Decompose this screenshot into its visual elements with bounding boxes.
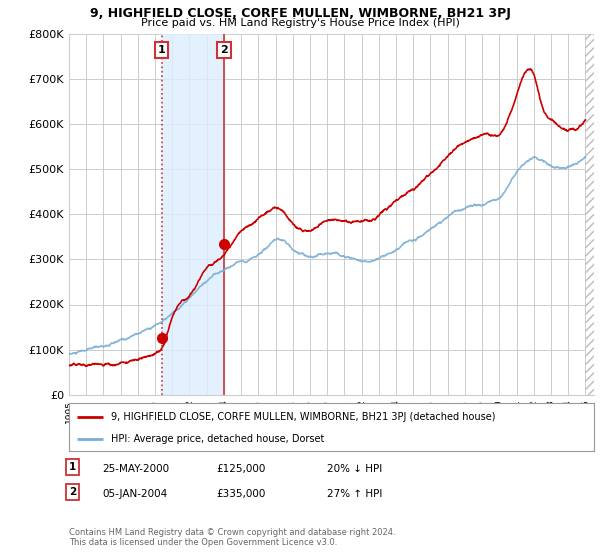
Text: 1: 1: [158, 45, 166, 55]
Bar: [586, 34, 594, 395]
Text: 2: 2: [220, 45, 228, 55]
Bar: [161, 34, 224, 395]
Text: Contains HM Land Registry data © Crown copyright and database right 2024.: Contains HM Land Registry data © Crown c…: [69, 528, 395, 536]
Text: 1: 1: [69, 462, 76, 472]
Text: 25-MAY-2000: 25-MAY-2000: [102, 464, 169, 474]
Text: 9, HIGHFIELD CLOSE, CORFE MULLEN, WIMBORNE, BH21 3PJ (detached house): 9, HIGHFIELD CLOSE, CORFE MULLEN, WIMBOR…: [111, 412, 496, 422]
Text: 9, HIGHFIELD CLOSE, CORFE MULLEN, WIMBORNE, BH21 3PJ: 9, HIGHFIELD CLOSE, CORFE MULLEN, WIMBOR…: [89, 7, 511, 20]
Text: This data is licensed under the Open Government Licence v3.0.: This data is licensed under the Open Gov…: [69, 538, 337, 547]
Text: 2: 2: [69, 487, 76, 497]
Text: 27% ↑ HPI: 27% ↑ HPI: [327, 489, 382, 499]
Text: 20% ↓ HPI: 20% ↓ HPI: [327, 464, 382, 474]
Text: £335,000: £335,000: [216, 489, 265, 499]
Text: £125,000: £125,000: [216, 464, 265, 474]
Text: 05-JAN-2004: 05-JAN-2004: [102, 489, 167, 499]
Text: HPI: Average price, detached house, Dorset: HPI: Average price, detached house, Dors…: [111, 434, 325, 444]
Bar: [586, 34, 594, 395]
Text: Price paid vs. HM Land Registry's House Price Index (HPI): Price paid vs. HM Land Registry's House …: [140, 18, 460, 28]
